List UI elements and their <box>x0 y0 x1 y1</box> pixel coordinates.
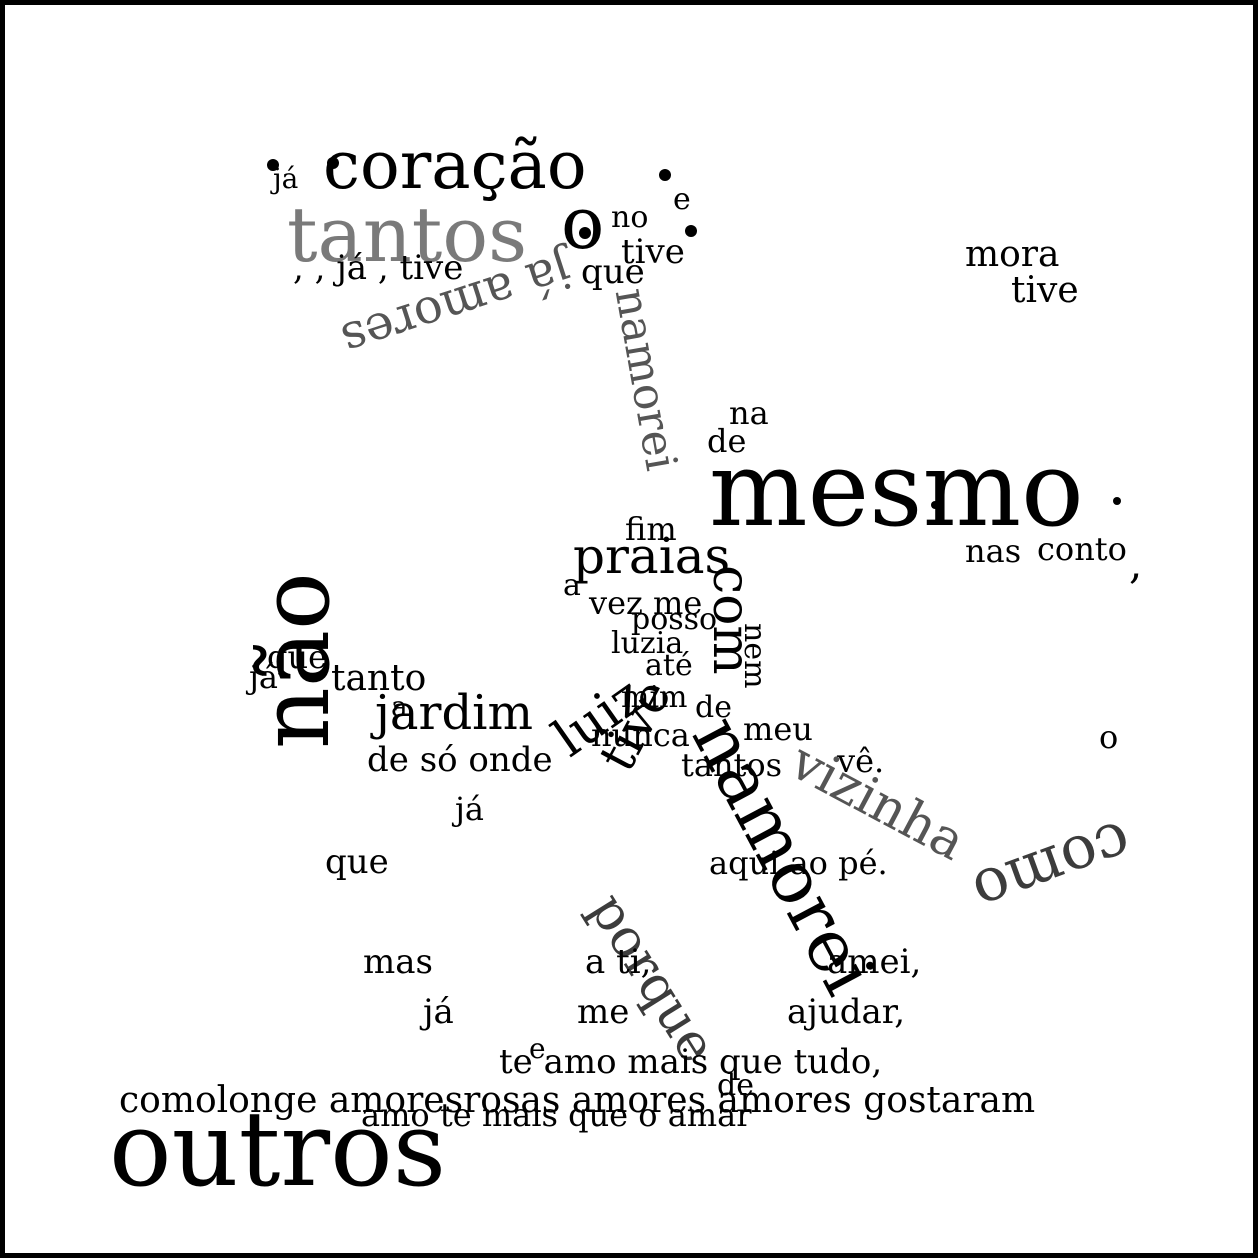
word-conto: conto <box>1037 530 1127 568</box>
word-bottom-line-2: amo te mais que o amar <box>361 1096 752 1134</box>
word-de-low: de <box>717 1068 754 1103</box>
word-ate: até <box>645 648 693 683</box>
word-e: e <box>673 182 691 217</box>
word-praias: praias <box>573 527 731 585</box>
word-de-so-onde: de só onde <box>367 740 553 780</box>
dot <box>267 159 279 171</box>
word-bottom-line: comolonge amoresrosas amores amores gost… <box>119 1080 1036 1121</box>
word-tanto: tanto <box>331 658 427 699</box>
word-de-mid: de <box>695 690 732 725</box>
word-e-low: e <box>529 1032 546 1065</box>
word-que: que <box>581 252 645 292</box>
word-na: na <box>729 394 769 432</box>
dot <box>931 501 939 509</box>
word-tive-right: tive <box>1011 270 1079 311</box>
word-mora: mora <box>965 234 1060 275</box>
word-ja-mid: já <box>455 790 484 828</box>
dot <box>659 169 671 181</box>
word-mesmo: mesmo <box>709 428 1084 550</box>
word-o-right: o <box>1099 718 1119 756</box>
word-amei: amei, <box>827 942 922 982</box>
word-me: me <box>577 992 630 1032</box>
punctuation-dots <box>267 157 1121 509</box>
word-nunca: nunca <box>591 716 690 754</box>
word-vez-me: vez me <box>589 584 703 622</box>
word-a: a <box>563 568 581 603</box>
dot <box>685 225 697 237</box>
word-a-ti: a ti, <box>585 942 652 982</box>
word-meu: meu <box>743 710 813 748</box>
word-coracao: coração <box>323 127 587 204</box>
word-mim: mim <box>621 680 688 715</box>
word-posso: posso <box>631 602 718 637</box>
word-que-left: que <box>267 638 328 676</box>
word-de: de <box>707 422 747 460</box>
word-ja-tive: , , já , tive <box>293 248 464 288</box>
word-o: o <box>561 181 605 265</box>
word-outros: outros <box>109 1088 447 1210</box>
word-ja-left: já <box>249 658 278 696</box>
dot <box>579 227 591 239</box>
word-aqui-ao-pe: aqui ao pé. <box>709 844 888 882</box>
word-tive: tive <box>621 232 685 272</box>
word-mas: mas <box>363 942 433 982</box>
dot <box>1113 497 1121 505</box>
dot <box>327 157 339 169</box>
word-fim: fim <box>625 510 677 548</box>
word-jardim: jardim <box>375 685 534 741</box>
word-nas: nas <box>965 532 1022 570</box>
word-a-left: a <box>391 690 408 723</box>
word-te-amo: te amo mais que tudo, <box>499 1042 883 1082</box>
word-ajudar: ajudar, <box>787 992 906 1032</box>
word-que-mid: que <box>325 842 389 882</box>
word-no: no <box>611 200 649 235</box>
word-tantos-mid: tantos <box>681 746 783 784</box>
word-ve: vê. <box>837 742 885 780</box>
word-tantos: tantos <box>287 190 528 279</box>
word-ja-low: já <box>423 992 454 1032</box>
comma-glyph: , <box>1129 539 1143 588</box>
word-luzia: luzia <box>611 626 684 661</box>
